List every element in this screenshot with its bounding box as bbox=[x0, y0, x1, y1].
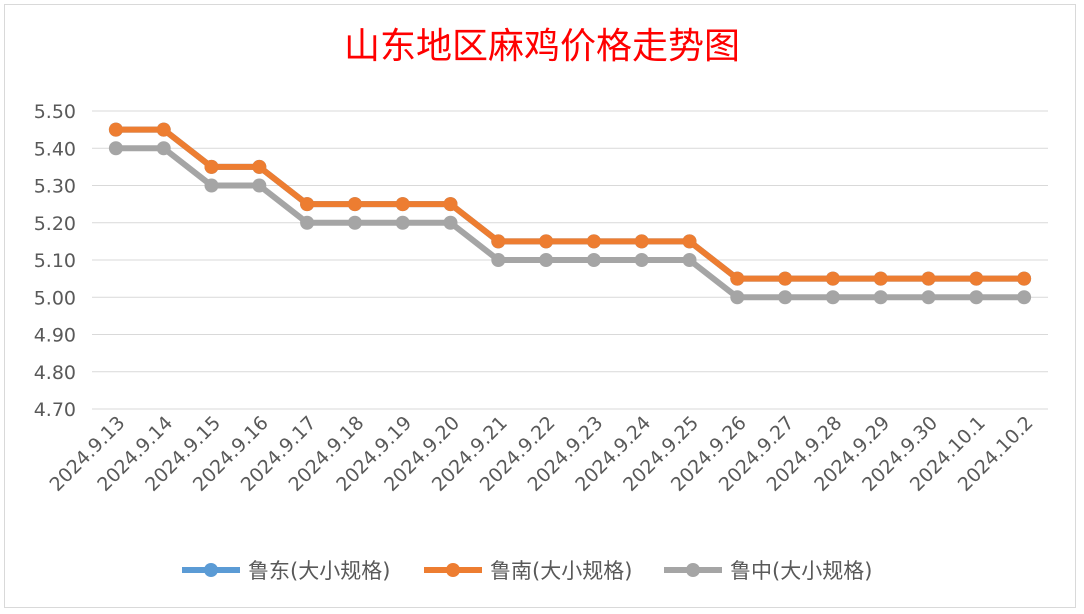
chart-area bbox=[4, 4, 1076, 608]
legend-swatch-marker bbox=[204, 563, 218, 577]
data-point bbox=[969, 271, 984, 286]
series-2 bbox=[108, 141, 1032, 305]
legend-item: 鲁中(大小规格) bbox=[664, 559, 872, 583]
y-tick-label: 5.20 bbox=[34, 213, 76, 235]
legend-item: 鲁东(大小规格) bbox=[182, 559, 390, 583]
data-point bbox=[300, 197, 315, 212]
data-point bbox=[730, 271, 745, 286]
y-tick-label: 4.90 bbox=[34, 325, 76, 347]
data-point bbox=[1017, 271, 1032, 286]
y-tick-label: 5.50 bbox=[34, 101, 76, 123]
data-point bbox=[778, 271, 793, 286]
data-point bbox=[156, 122, 171, 137]
legend-label: 鲁中(大小规格) bbox=[730, 559, 872, 583]
data-point bbox=[156, 141, 171, 156]
y-tick-label: 5.00 bbox=[34, 287, 76, 309]
data-point bbox=[873, 271, 888, 286]
x-axis-ticks: 2024.9.132024.9.142024.9.152024.9.162024… bbox=[45, 412, 1037, 496]
data-point bbox=[873, 290, 888, 305]
legend-item: 鲁南(大小规格) bbox=[424, 559, 632, 583]
data-point bbox=[969, 290, 984, 305]
legend-label: 鲁东(大小规格) bbox=[248, 559, 390, 583]
series-lines bbox=[108, 122, 1032, 305]
data-point bbox=[539, 234, 554, 249]
data-point bbox=[491, 234, 506, 249]
legend-swatch-marker bbox=[446, 563, 460, 577]
series-line bbox=[115, 126, 1025, 282]
data-point bbox=[921, 290, 936, 305]
data-point bbox=[300, 215, 315, 230]
data-point bbox=[1017, 290, 1032, 305]
data-point bbox=[539, 253, 554, 267]
data-point bbox=[395, 197, 410, 212]
y-tick-label: 5.10 bbox=[34, 250, 76, 272]
data-point bbox=[825, 271, 840, 286]
data-point bbox=[921, 271, 936, 286]
legend: 鲁东(大小规格) 鲁南(大小规格) 鲁中(大小规格) bbox=[182, 559, 872, 583]
legend-label: 鲁南(大小规格) bbox=[490, 559, 632, 583]
series-line bbox=[115, 126, 1025, 282]
data-point bbox=[252, 159, 267, 174]
data-point bbox=[682, 234, 697, 249]
data-point bbox=[108, 141, 123, 156]
y-tick-label: 5.40 bbox=[34, 138, 76, 160]
data-point bbox=[443, 215, 458, 230]
data-point bbox=[395, 215, 410, 230]
data-point bbox=[634, 253, 649, 267]
data-point bbox=[252, 178, 267, 193]
data-point bbox=[778, 290, 793, 305]
data-point bbox=[586, 253, 601, 267]
y-axis-ticks: 5.50 5.40 5.30 5.20 5.10 5.00 4.90 4.80 4.70 bbox=[34, 101, 76, 421]
data-point bbox=[730, 290, 745, 305]
data-point bbox=[586, 234, 601, 249]
y-tick-label: 4.80 bbox=[34, 362, 76, 384]
series-1 bbox=[108, 122, 1032, 286]
data-point bbox=[491, 253, 506, 267]
data-point bbox=[347, 215, 362, 230]
legend-swatch-marker bbox=[686, 563, 700, 577]
series-line bbox=[115, 145, 1025, 301]
data-point bbox=[682, 253, 697, 267]
data-point bbox=[634, 234, 649, 249]
data-point bbox=[204, 178, 219, 193]
data-point bbox=[825, 290, 840, 305]
y-tick-label: 4.70 bbox=[34, 399, 76, 421]
data-point bbox=[204, 159, 219, 174]
y-tick-label: 5.30 bbox=[34, 176, 76, 198]
chart-title: 山东地区麻鸡价格走势图 bbox=[344, 26, 740, 67]
data-point bbox=[347, 197, 362, 212]
data-point bbox=[443, 197, 458, 212]
data-point bbox=[108, 122, 123, 137]
